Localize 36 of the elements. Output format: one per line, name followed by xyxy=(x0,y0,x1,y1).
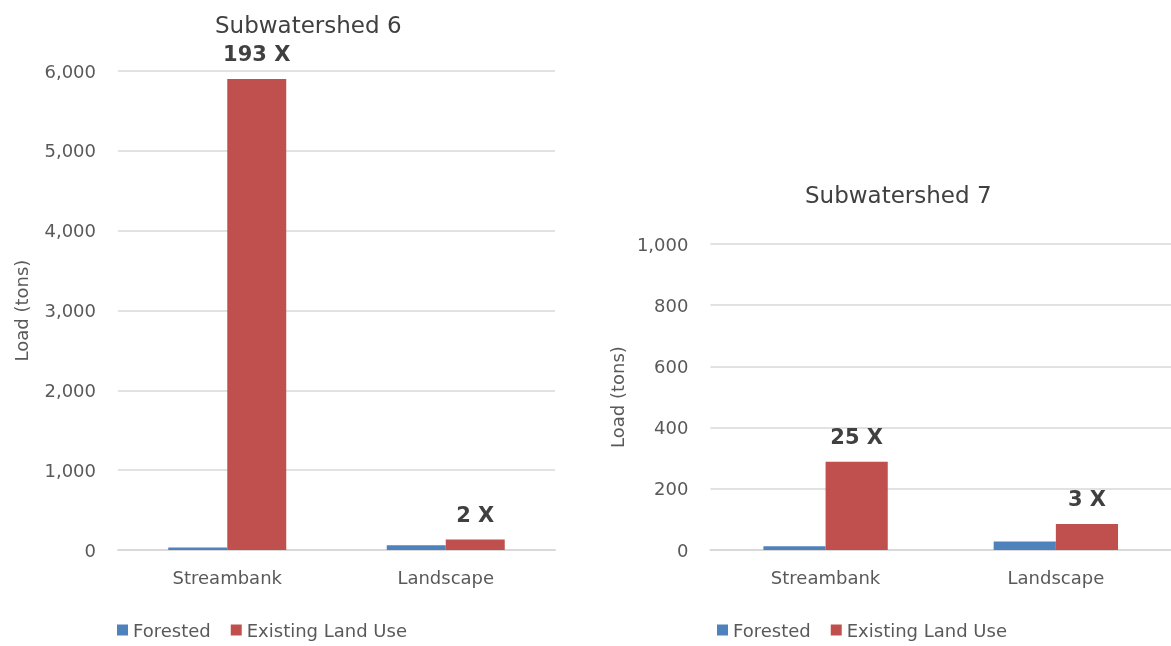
bar xyxy=(445,539,505,550)
bar xyxy=(1055,523,1119,550)
annotation: 193 X xyxy=(223,42,291,67)
x-tick-label: Landscape xyxy=(397,566,495,588)
bar xyxy=(763,546,826,550)
y-tick-label: 1,000 xyxy=(636,233,689,255)
bar xyxy=(227,78,287,550)
legend-label: Existing Land Use xyxy=(246,619,407,641)
y-tick-label: 400 xyxy=(654,417,689,439)
bar xyxy=(386,545,446,550)
y-tick-label: 2,000 xyxy=(44,379,96,401)
y-tick-label: 4,000 xyxy=(44,220,96,242)
bar xyxy=(825,461,888,550)
x-tick-label: Landscape xyxy=(1007,566,1105,588)
y-tick-label: 0 xyxy=(84,539,96,561)
y-tick-label: 5,000 xyxy=(44,140,96,162)
chart-title: Subwatershed 6 xyxy=(215,11,402,38)
annotation: 2 X xyxy=(456,503,495,528)
y-tick-label: 1,000 xyxy=(44,459,96,481)
legend-label: Forested xyxy=(133,619,211,641)
y-tick-label: 800 xyxy=(654,294,689,316)
y-axis-title: Load (tons) xyxy=(606,346,628,448)
annotation: 3 X xyxy=(1067,487,1107,512)
x-tick-label: Streambank xyxy=(172,566,283,588)
x-tick-label: Streambank xyxy=(770,566,881,588)
y-tick-label: 6,000 xyxy=(44,60,96,82)
y-tick-label: 3,000 xyxy=(44,300,96,321)
y-tick-label: 600 xyxy=(654,355,689,377)
chart-title: Subwatershed 7 xyxy=(805,181,992,208)
bar xyxy=(993,541,1056,550)
legend-label: Forested xyxy=(733,619,811,641)
annotation: 25 X xyxy=(830,425,884,450)
y-tick-label: 0 xyxy=(676,539,689,561)
legend-label: Existing Land Use xyxy=(846,619,1007,641)
y-axis-title: Load (tons) xyxy=(10,259,32,362)
y-tick-label: 200 xyxy=(654,478,689,500)
